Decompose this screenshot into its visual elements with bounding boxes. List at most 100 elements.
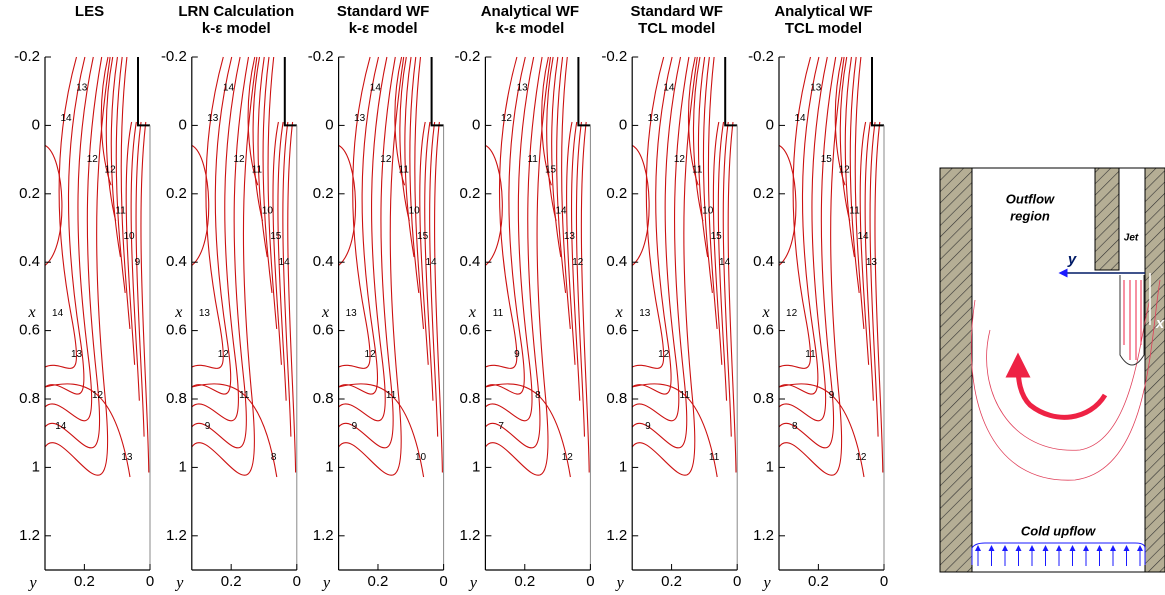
left-wall <box>939 167 973 573</box>
contour-line <box>110 56 121 258</box>
contour-line <box>778 144 797 266</box>
contour-label: 11 <box>849 206 860 217</box>
y-tick-label: 1 <box>472 458 480 475</box>
x-tick-label: 0.2 <box>74 573 95 590</box>
inflow-profile <box>971 542 1146 565</box>
x-tick-label: 0.2 <box>368 573 389 590</box>
contour-label: 15 <box>270 231 282 242</box>
contour-label: 9 <box>829 390 835 401</box>
contour-label: 15 <box>545 165 557 176</box>
contour-line <box>485 56 526 395</box>
contour-label: 11 <box>115 206 126 217</box>
contour-label: 9 <box>205 421 211 432</box>
contour-label: 14 <box>55 421 67 432</box>
contour-line <box>631 56 665 369</box>
contour-line <box>44 56 111 476</box>
x-axis-title: y <box>321 575 331 592</box>
contour-line <box>874 121 884 473</box>
contour-line <box>404 56 415 258</box>
x-axis-title: y <box>27 575 37 592</box>
contours <box>191 56 297 478</box>
y-tick-label: 0.8 <box>753 390 774 407</box>
contour-label: 8 <box>271 452 277 463</box>
contour-label: 10 <box>415 452 427 463</box>
contour-label: 14 <box>52 308 64 319</box>
contour-line <box>551 56 562 258</box>
y-tick-label: 1.2 <box>19 527 40 544</box>
contour-line <box>272 121 282 365</box>
y-tick-label: 0 <box>472 116 480 133</box>
contour-label: 14 <box>223 82 235 93</box>
contours <box>778 56 884 478</box>
contour-line <box>727 121 737 473</box>
y-tick-label: 0.6 <box>166 322 187 339</box>
y-tick-label: 0.6 <box>753 322 774 339</box>
contour-line <box>778 56 820 395</box>
y-axis-title: x <box>615 304 623 321</box>
contour-label: 14 <box>663 82 675 93</box>
contour-label: 13 <box>866 257 878 268</box>
contour-label: 12 <box>786 308 798 319</box>
x-tick-label: 0.2 <box>514 573 535 590</box>
nozzle-wall <box>430 57 444 127</box>
contour-label: 12 <box>380 154 392 165</box>
contour-line <box>859 121 870 365</box>
contour-line <box>707 56 718 329</box>
contour-label: 15 <box>417 231 429 242</box>
contour-label: 11 <box>709 452 720 463</box>
y-tick-label: 0 <box>32 116 40 133</box>
contour-line <box>191 56 258 476</box>
y-tick-label: 0 <box>766 116 774 133</box>
contour-line <box>485 144 503 266</box>
contour-label: 12 <box>674 154 686 165</box>
contours <box>631 56 737 478</box>
contour-line <box>191 144 210 266</box>
y-axis-title: x <box>27 304 35 321</box>
contour-label: 13 <box>810 82 822 93</box>
contour-line <box>125 121 136 365</box>
panel-title: LES <box>75 3 104 20</box>
y-tick-label: 0.8 <box>460 390 481 407</box>
contour-label: 12 <box>87 154 99 165</box>
contour-label: 14 <box>370 82 382 93</box>
contour-label: 12 <box>233 154 245 165</box>
contour-label: 8 <box>792 421 798 432</box>
contour-line <box>869 121 879 437</box>
contour-label: 13 <box>207 113 219 124</box>
contour-line <box>338 144 357 266</box>
contour-line <box>631 56 673 395</box>
y-tick-label: 1 <box>32 458 40 475</box>
y-tick-label: 1 <box>178 458 186 475</box>
contour-label: 13 <box>648 113 660 124</box>
contour-line <box>409 56 420 294</box>
contour-line <box>44 56 86 395</box>
nozzle-wall <box>871 57 884 127</box>
contour-label: 13 <box>199 308 211 319</box>
contour-line <box>844 56 855 258</box>
right-wall <box>1144 167 1165 573</box>
contour-line <box>44 383 131 478</box>
contour-line <box>778 56 828 422</box>
contour-line <box>575 121 586 437</box>
panel-title: Standard WF <box>337 3 430 20</box>
panel-subtitle: TCL model <box>785 20 862 37</box>
contour-line <box>105 56 117 222</box>
contour-label: 12 <box>92 390 104 401</box>
y-tick-label: -0.2 <box>748 48 774 65</box>
inflow-label: Cold upflow <box>1021 523 1096 538</box>
contour-label: 9 <box>514 349 520 360</box>
contour-line <box>864 121 874 401</box>
streamline <box>970 279 1161 481</box>
contour-label: 13 <box>346 308 358 319</box>
contour-label: 7 <box>498 421 504 432</box>
domain <box>939 167 1164 573</box>
contour-line <box>338 56 396 449</box>
y-tick-label: 0.4 <box>753 253 774 270</box>
y-tick-label: 0.6 <box>313 322 334 339</box>
contour-line <box>839 56 851 222</box>
contour-label: 12 <box>855 452 867 463</box>
y-tick-label: 0.8 <box>313 390 334 407</box>
y-tick-label: 1 <box>325 458 333 475</box>
nozzle-wall <box>724 57 738 127</box>
panel-subtitle: TCL model <box>638 20 715 37</box>
